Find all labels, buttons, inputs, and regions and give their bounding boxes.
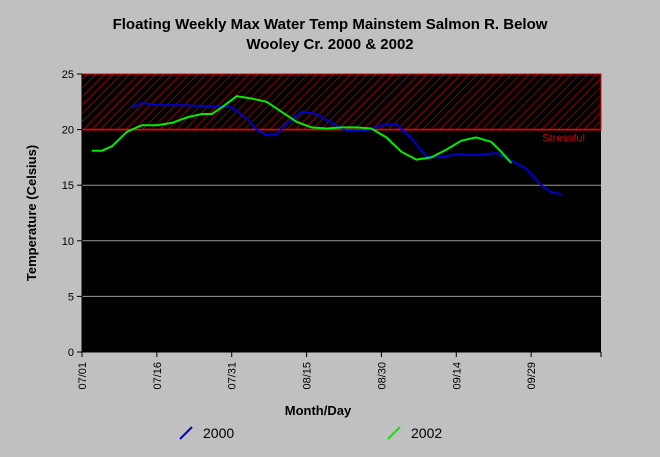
stressful-hatch — [81, 73, 602, 131]
x-tick-label: 09/14 — [451, 362, 463, 390]
x-tick-label: 07/01 — [77, 362, 89, 390]
y-axis-label: Temperature (Celsius) — [24, 145, 39, 281]
legend-label-2002: 2002 — [411, 425, 442, 441]
x-tick-label: 07/31 — [227, 362, 239, 390]
y-tick-label: 10 — [62, 236, 74, 248]
y-tick-labels: 0 5 10 15 20 25 — [62, 69, 74, 359]
x-tick-label: 08/30 — [376, 362, 388, 390]
series-lines — [92, 95, 562, 196]
chart-title-line2: Wooley Cr. 2000 & 2002 — [246, 36, 413, 53]
x-tick-label: 08/15 — [302, 362, 314, 390]
legend: 2000 2002 — [179, 425, 442, 441]
x-tick-label: 09/29 — [526, 362, 538, 390]
y-tick-label: 25 — [62, 69, 74, 81]
y-tick-label: 5 — [68, 291, 74, 303]
axes — [77, 73, 602, 357]
series-line-2002 — [92, 95, 512, 164]
x-axis-label: Month/Day — [285, 403, 352, 418]
chart-title-line1: Floating Weekly Max Water Temp Mainstem … — [113, 16, 548, 33]
y-tick-label: 20 — [62, 125, 74, 137]
legend-label-2000: 2000 — [203, 425, 234, 441]
x-tick-labels: 07/01 07/16 07/31 08/15 08/30 09/14 09/29 — [77, 362, 538, 390]
y-tick-label: 15 — [62, 180, 74, 192]
stressful-label: Stressful — [542, 133, 585, 145]
y-tick-label: 0 — [68, 347, 74, 359]
x-tick-label: 07/16 — [152, 362, 164, 390]
legend-swatch-2002 — [387, 426, 401, 440]
legend-swatch-2000 — [179, 426, 193, 440]
